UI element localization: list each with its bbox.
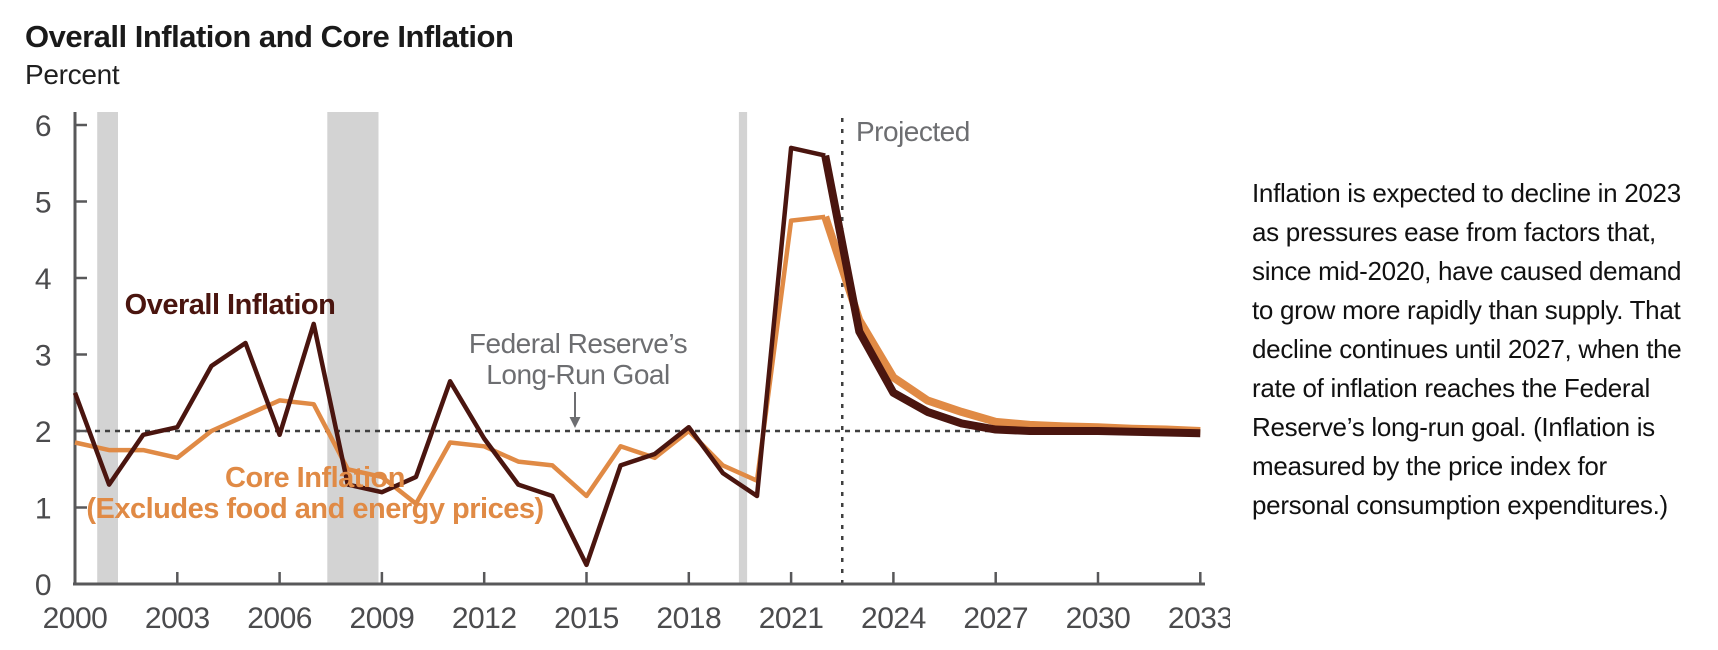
y-tick-label: 3: [35, 340, 51, 373]
chart-y-axis-unit-label: Percent: [25, 59, 120, 91]
x-tick-label: 2012: [452, 602, 517, 635]
chart-title: Overall Inflation and Core Inflation: [25, 19, 514, 54]
x-tick-label: 2030: [1066, 602, 1131, 635]
x-tick-label: 2027: [963, 602, 1028, 635]
overall-inflation-line-projected: [821, 154, 1201, 438]
core-inflation-label: Core Inflation: [225, 462, 405, 494]
y-tick-label: 5: [35, 187, 51, 220]
core-inflation-line-projected: [821, 215, 1201, 435]
goal-annotation-line1: Federal Reserve’s: [469, 328, 687, 359]
chart-header: Overall Inflation and Core Inflation Per…: [25, 19, 514, 91]
x-tick-label: 2000: [43, 602, 108, 635]
y-tick-label: 6: [35, 110, 51, 143]
x-tick-label: 2033: [1168, 602, 1230, 635]
projected-label: Projected: [856, 116, 970, 147]
y-tick-label: 2: [35, 416, 51, 449]
y-tick-label: 0: [35, 569, 51, 602]
y-tick-label: 1: [35, 493, 51, 526]
x-tick-label: 2003: [145, 602, 210, 635]
goal-annotation-line2: Long-Run Goal: [486, 359, 669, 390]
y-tick-label: 4: [35, 263, 51, 296]
overall-inflation-label: Overall Inflation: [125, 289, 336, 321]
core-inflation-sublabel: (Excludes food and energy prices): [86, 493, 543, 525]
x-tick-label: 2006: [247, 602, 312, 635]
commentary-text: Inflation is expected to decline in 2023…: [1252, 178, 1682, 520]
recession-band: [327, 112, 379, 584]
recession-band: [738, 112, 748, 584]
overall-inflation-line-actual: [72, 145, 826, 568]
x-tick-label: 2021: [759, 602, 824, 635]
goal-arrow-head-icon: [569, 417, 581, 428]
x-tick-label: 2018: [656, 602, 721, 635]
x-tick-label: 2015: [554, 602, 619, 635]
inflation-line-chart: 2000 2003 2006 2009 2012 2015 2018 2021 2024 2027…: [35, 110, 1230, 635]
x-tick-label: 2009: [350, 602, 415, 635]
x-tick-label: 2024: [861, 602, 926, 635]
